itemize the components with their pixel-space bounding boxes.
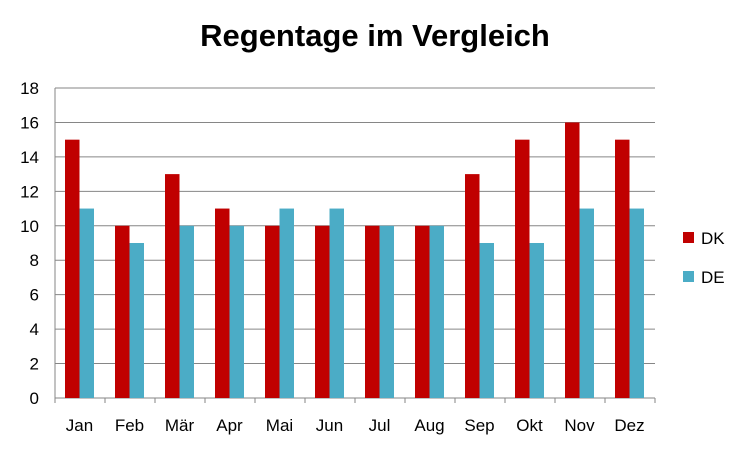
chart-title: Regentage im Vergleich [200,18,550,53]
bar-de [379,225,394,398]
legend-swatch-de [683,271,694,282]
x-tick-label: Mai [266,416,293,435]
bar-dk [315,225,330,398]
legend-label-dk: DK [701,229,725,248]
bar-de [629,208,644,398]
y-tick-label: 18 [20,79,39,98]
x-tick-label: Sep [464,416,494,435]
y-tick-label: 14 [20,148,39,167]
bar-de [179,225,194,398]
bar-dk [565,122,580,398]
bar-dk [265,225,280,398]
bar-de [429,225,444,398]
x-tick-label: Jan [66,416,93,435]
y-tick-label: 4 [30,320,39,339]
bar-de [79,208,94,398]
y-tick-label: 12 [20,182,39,201]
bar-dk [165,174,180,398]
x-tick-label: Feb [115,416,144,435]
bar-dk [115,225,130,398]
x-tick-label: Dez [614,416,644,435]
x-tick-label: Aug [414,416,444,435]
x-tick-label: Apr [216,416,243,435]
bar-dk [415,225,430,398]
x-tick-label: Jul [369,416,391,435]
y-axis: 0 2 4 6 8 10 12 14 16 18 [20,79,56,408]
x-axis: Jan Feb Mär Apr Mai Jun Jul Aug Sep Okt Nov Dez [54,397,656,435]
bar-dk [365,225,380,398]
bar-de [229,225,244,398]
y-tick-label: 8 [30,251,39,270]
bar-dk [515,139,530,398]
y-tick-label: 16 [20,113,39,132]
bar-dk [65,139,80,398]
legend-label-de: DE [701,268,725,287]
bar-dk [615,139,630,398]
bar-de [579,208,594,398]
y-tick-label: 10 [20,217,39,236]
bar-de [129,243,144,398]
y-tick-label: 0 [30,389,39,408]
x-tick-label: Jun [316,416,343,435]
bar-de [529,243,544,398]
bar-dk [215,208,230,398]
legend-swatch-dk [683,232,694,243]
bar-dk [465,174,480,398]
bar-de [479,243,494,398]
x-tick-label: Mär [165,416,195,435]
y-tick-label: 2 [30,355,39,374]
bar-de [329,208,344,398]
x-tick-label: Okt [516,416,543,435]
legend: DK DE [683,229,725,287]
bars [65,122,644,398]
x-tick-label: Nov [564,416,595,435]
gridlines [55,87,655,365]
y-tick-label: 6 [30,286,39,305]
bar-de [279,208,294,398]
